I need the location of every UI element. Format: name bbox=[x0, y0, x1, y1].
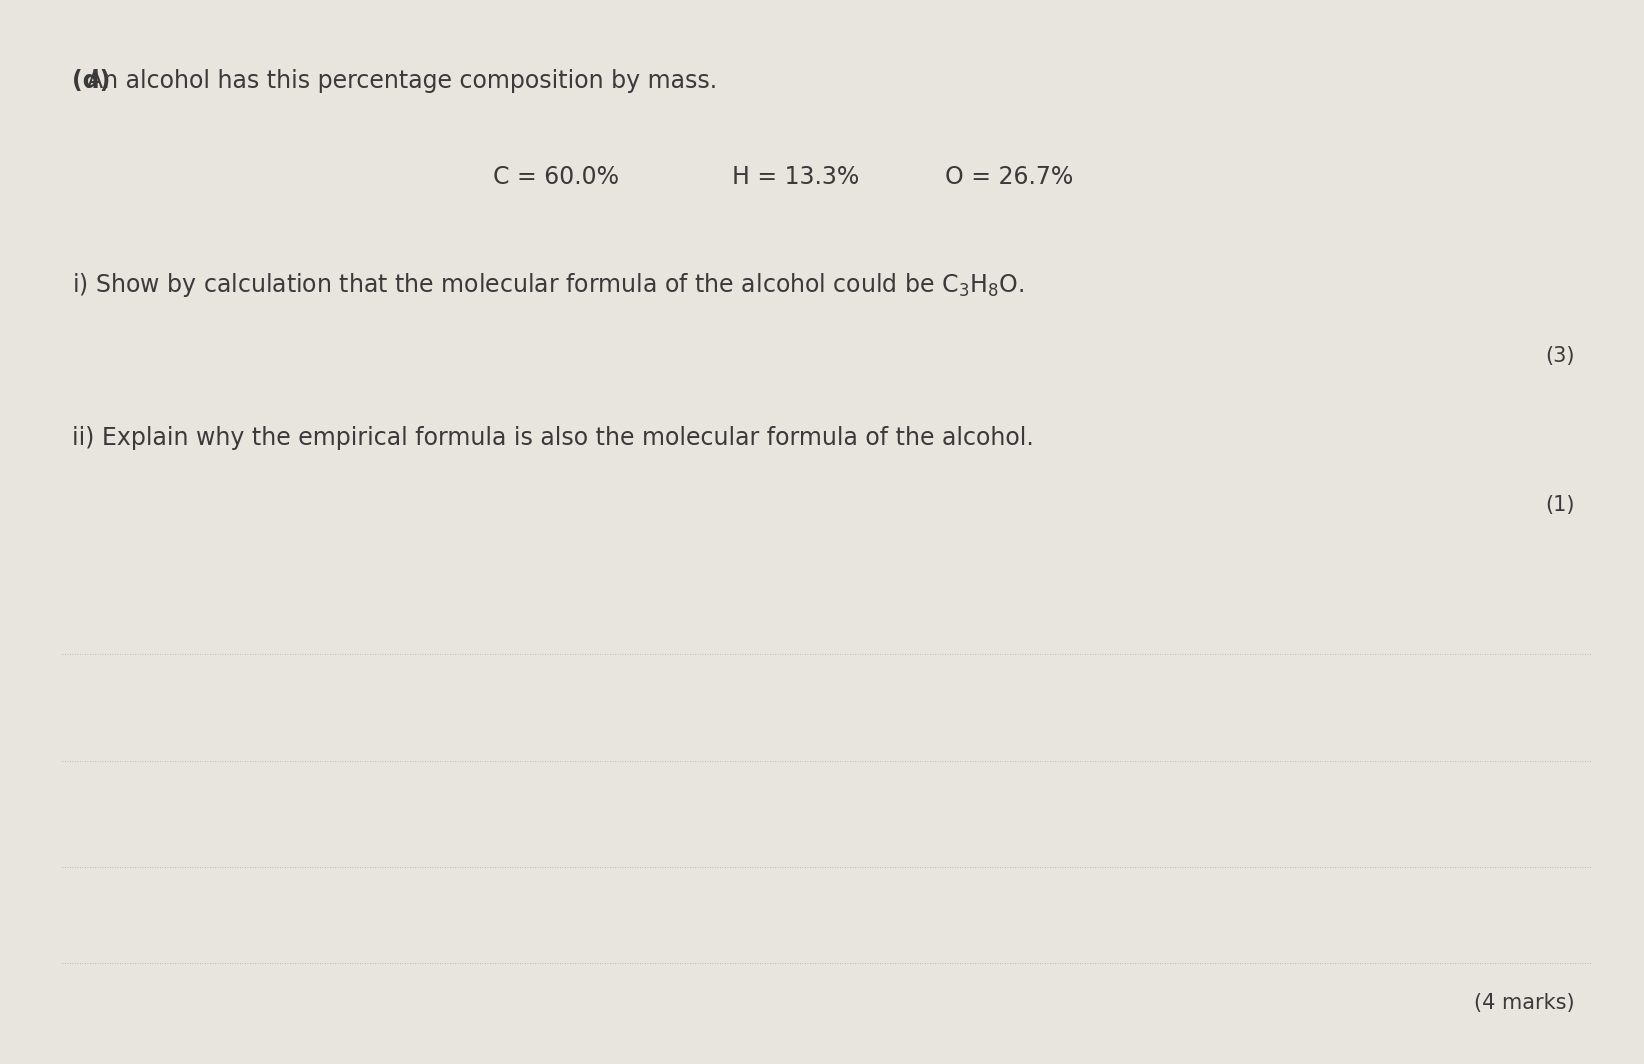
Text: (1): (1) bbox=[1545, 495, 1575, 515]
Text: (3): (3) bbox=[1545, 346, 1575, 366]
Text: (d): (d) bbox=[72, 69, 110, 94]
Text: i) Show by calculation that the molecular formula of the alcohol could be C$_3$H: i) Show by calculation that the molecula… bbox=[72, 271, 1024, 299]
Text: O = 26.7%: O = 26.7% bbox=[945, 165, 1074, 189]
Text: H = 13.3%: H = 13.3% bbox=[732, 165, 858, 189]
Text: (4 marks): (4 marks) bbox=[1475, 993, 1575, 1013]
Text: ii) Explain why the empirical formula is also the molecular formula of the alcoh: ii) Explain why the empirical formula is… bbox=[72, 426, 1034, 450]
Text: An alcohol has this percentage composition by mass.: An alcohol has this percentage compositi… bbox=[72, 69, 717, 94]
Text: C = 60.0%: C = 60.0% bbox=[493, 165, 620, 189]
